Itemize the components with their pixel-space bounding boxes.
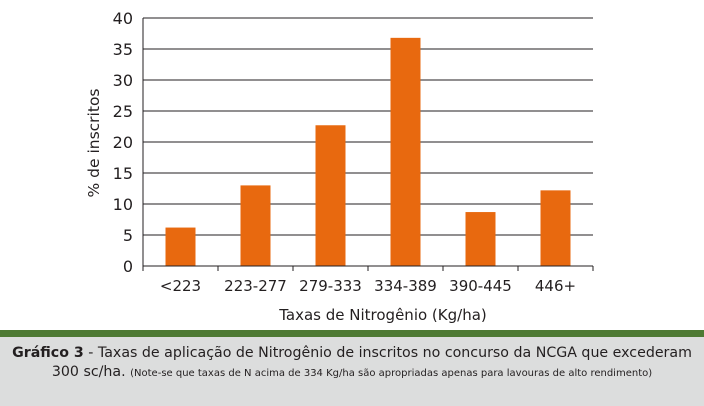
- bar: [315, 125, 346, 266]
- bar: [240, 185, 271, 266]
- x-tick-labels: <223 223-277 279-333 334-389 390-445 446+: [160, 277, 576, 295]
- y-tick-label: 10: [113, 195, 133, 214]
- x-tick-label: 446+: [535, 277, 576, 295]
- caption-label: Gráfico 3: [12, 345, 84, 361]
- bar-chart: 0 5 10 15 20 25 30 35 40 <223 223-277 279-333 334-3…: [85, 9, 594, 324]
- bars: [165, 37, 571, 267]
- y-tick-label: 20: [113, 133, 133, 152]
- y-axis-label: % de inscritos: [85, 89, 103, 198]
- caption-text: - Taxas de aplicação de Nitrogênio de in…: [51, 345, 692, 380]
- caption-note: (Note-se que taxas de N acima de 334 Kg/…: [130, 368, 653, 379]
- y-tick-label: 25: [113, 102, 133, 121]
- x-axis-label: Taxas de Nitrogênio (Kg/ha): [278, 306, 487, 324]
- x-tick-label: 334-389: [374, 277, 437, 295]
- divider-rule: [0, 330, 704, 337]
- x-tick-label: <223: [160, 277, 201, 295]
- y-tick-label: 0: [123, 257, 133, 276]
- bar: [465, 212, 496, 266]
- bar: [540, 190, 571, 266]
- gridlines: [143, 17, 593, 236]
- x-tick-label: 390-445: [449, 277, 512, 295]
- bar: [165, 227, 196, 266]
- y-tick-label: 35: [113, 40, 133, 59]
- x-tick-label: 279-333: [299, 277, 362, 295]
- y-tick-labels: 0 5 10 15 20 25 30 35 40: [113, 9, 133, 276]
- y-tick-label: 30: [113, 71, 133, 90]
- figure-caption: Gráfico 3 - Taxas de aplicação de Nitrog…: [0, 337, 704, 406]
- y-tick-label: 40: [113, 9, 133, 28]
- x-tick-label: 223-277: [224, 277, 287, 295]
- y-tick-label: 5: [123, 226, 133, 245]
- y-tick-label: 15: [113, 164, 133, 183]
- bar: [390, 37, 421, 267]
- axes: [142, 18, 594, 271]
